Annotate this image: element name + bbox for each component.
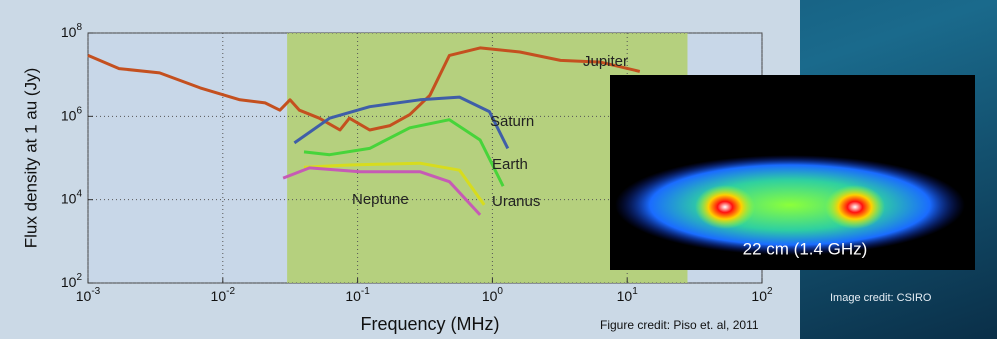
page: {"chart_data": {"type": "line", "x_label… bbox=[0, 0, 997, 339]
tick-exponent: 2 bbox=[76, 272, 82, 283]
tick-base: 10 bbox=[61, 24, 77, 40]
tick-base: 10 bbox=[617, 288, 633, 304]
series-label: Saturn bbox=[490, 113, 534, 130]
tick-exponent: 2 bbox=[767, 286, 773, 297]
tick-base: 10 bbox=[751, 288, 767, 304]
tick-exponent: 4 bbox=[76, 188, 82, 199]
inset-image: 22 cm (1.4 GHz) bbox=[610, 75, 975, 270]
tick-exponent: 0 bbox=[497, 286, 503, 297]
x-axis-label: Frequency (MHz) bbox=[360, 314, 499, 334]
inset-caption: 22 cm (1.4 GHz) bbox=[743, 239, 868, 258]
figure-credit: Figure credit: Piso et. al, 2011 bbox=[600, 318, 759, 332]
tick-base: 10 bbox=[482, 288, 498, 304]
tick-base: 10 bbox=[76, 288, 92, 304]
tick-base: 10 bbox=[61, 107, 77, 123]
y-axis-label: Flux density at 1 au (Jy) bbox=[21, 68, 40, 248]
tick-exponent: 8 bbox=[76, 22, 82, 33]
tick-exponent: -3 bbox=[91, 286, 100, 297]
tick-exponent: 1 bbox=[632, 286, 638, 297]
tick-exponent: -2 bbox=[226, 286, 235, 297]
tick-exponent: 6 bbox=[76, 105, 82, 116]
image-credit: Image credit: CSIRO bbox=[830, 292, 932, 304]
tick-base: 10 bbox=[61, 274, 77, 290]
slide: 10-310-210-1100101102102104106108Jupiter… bbox=[0, 0, 997, 339]
tick-base: 10 bbox=[61, 190, 77, 206]
tick-exponent: -1 bbox=[361, 286, 370, 297]
series-label: Earth bbox=[492, 156, 528, 173]
radio-lobe bbox=[695, 185, 755, 229]
radio-lobe bbox=[825, 185, 885, 229]
tick-base: 10 bbox=[211, 288, 227, 304]
tick-base: 10 bbox=[345, 288, 361, 304]
series-label: Neptune bbox=[352, 191, 409, 208]
series-label: Jupiter bbox=[583, 53, 628, 70]
series-label: Uranus bbox=[492, 193, 540, 210]
